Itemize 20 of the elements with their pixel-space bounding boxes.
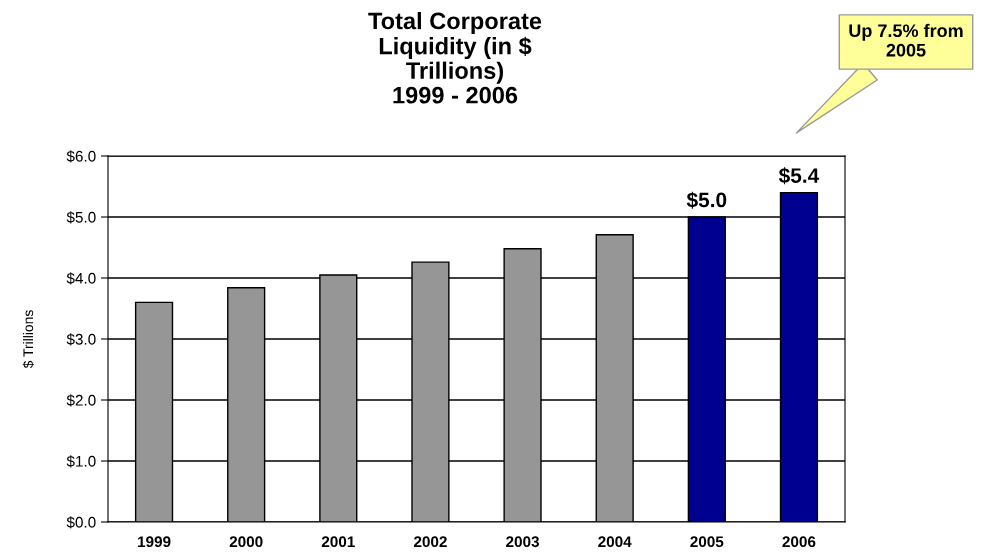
x-tick-label: 2001 <box>321 536 355 548</box>
y-tick-label: $2.0 <box>66 394 96 407</box>
x-tick-label: 2005 <box>690 536 724 548</box>
text: Up 7.5% from 2005 <box>849 23 963 57</box>
x-tick-label: 2000 <box>229 536 263 548</box>
chart-title: Total Corporate Liquidity (in $ Trillions) 1999 - 2006 <box>368 12 542 104</box>
y-tick-label: $4.0 <box>66 272 96 285</box>
y-tick-label: $3.0 <box>66 333 96 346</box>
data-label: $5.0 <box>686 191 727 209</box>
y-tick-label: $5.0 <box>66 211 96 224</box>
x-tick-label: 2004 <box>598 536 632 548</box>
x-tick-label: 2002 <box>413 536 447 548</box>
x-tick-label: 2006 <box>782 536 816 548</box>
x-tick-label: 2003 <box>506 536 540 548</box>
y-axis-title: $ Trillions <box>22 310 34 369</box>
y-tick-label: $0.0 <box>66 516 96 529</box>
y-tick-label: $1.0 <box>66 455 96 468</box>
data-label: $5.4 <box>778 167 820 185</box>
y-tick-label: $6.0 <box>66 150 96 163</box>
x-tick-label: 1999 <box>138 536 171 548</box>
